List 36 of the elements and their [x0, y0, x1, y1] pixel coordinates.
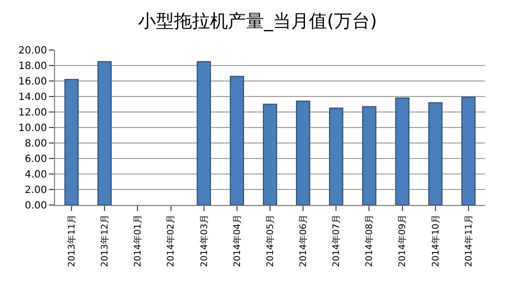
y-tick-label: 18.00 — [18, 61, 47, 72]
x-tick-label: 2014年08月 — [364, 214, 376, 267]
x-tick-label: 2013年12月 — [100, 214, 111, 267]
x-tick-label: 2014年07月 — [331, 214, 342, 267]
bar — [262, 104, 278, 205]
y-tick-label: 6.00 — [24, 154, 47, 165]
y-tick-label: 8.00 — [24, 138, 47, 150]
bar — [296, 100, 310, 205]
bar — [64, 78, 79, 205]
y-tick-label: 4.00 — [24, 170, 47, 180]
bar — [98, 61, 112, 205]
bar — [196, 61, 211, 205]
y-tick-label: 20.00 — [18, 46, 47, 56]
bar — [395, 98, 410, 205]
y-tick-label: 10.00 — [18, 123, 47, 134]
x-tick-label: 2014年09月 — [397, 214, 408, 267]
bar — [329, 108, 344, 205]
y-tick-label: 2.00 — [24, 185, 47, 196]
bar — [428, 102, 442, 205]
x-tick-label: 2013年11月 — [66, 214, 78, 267]
y-tick-label: 0.00 — [24, 200, 47, 212]
x-tick-label: 2014年05月 — [264, 214, 276, 267]
x-tick-label: 2014年04月 — [232, 214, 243, 267]
x-tick-label: 2014年11月 — [463, 214, 474, 267]
x-tick-label: 2014年03月 — [198, 214, 210, 267]
chart-title: 小型拖拉机产量_当月值(万台) — [138, 11, 378, 32]
x-tick-label: 2014年01月 — [132, 214, 144, 267]
bar — [230, 76, 244, 205]
x-tick-label: 2014年02月 — [166, 214, 177, 267]
bar — [461, 96, 476, 205]
x-tick-label: 2014年06月 — [298, 214, 310, 267]
y-tick-label: 12.00 — [18, 108, 47, 118]
y-tick-label: 14.00 — [18, 92, 47, 103]
bar — [362, 106, 376, 205]
y-tick-label: 16.00 — [18, 76, 47, 88]
x-tick-label: 2014年10月 — [430, 214, 442, 267]
